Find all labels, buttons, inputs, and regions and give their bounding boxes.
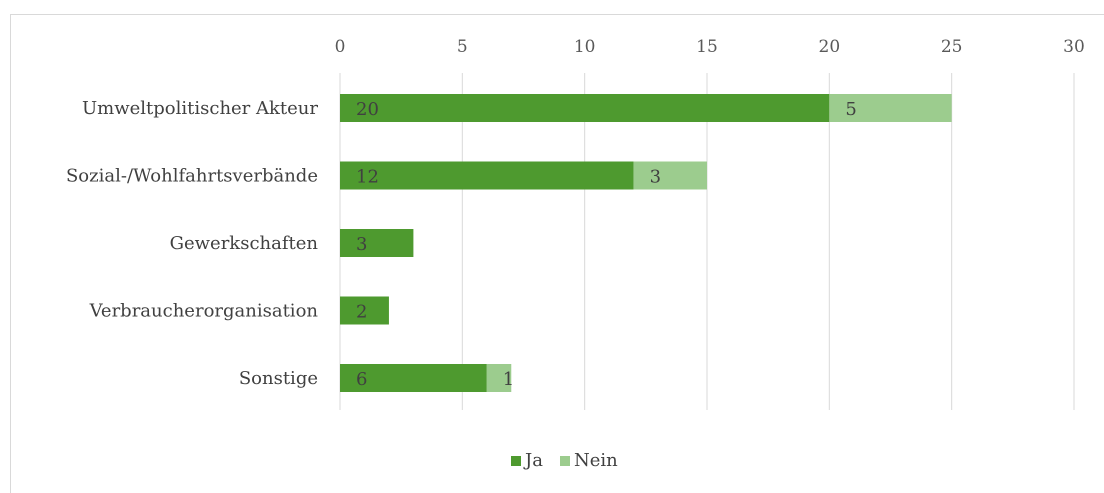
category-axis-labels: Umweltpolitischer Akteur Sozial-/Wohlfahr… — [66, 98, 318, 389]
data-label-nein: 5 — [845, 99, 856, 120]
x-axis-ticks: 0 5 10 15 20 25 30 — [335, 37, 1085, 57]
category-label: Verbraucherorganisation — [89, 301, 319, 322]
category-label: Gewerkschaften — [170, 233, 319, 254]
bar-nein-0 — [829, 94, 952, 122]
x-tick-label: 15 — [696, 37, 718, 57]
bar-nein-1 — [633, 161, 707, 190]
x-tick-label: 20 — [819, 37, 841, 57]
bar-ja-0 — [340, 94, 830, 122]
bars — [340, 94, 952, 392]
bar-nein-4 — [486, 364, 512, 392]
x-tick-label: 30 — [1063, 37, 1085, 57]
legend-label-ja: Ja — [523, 450, 543, 471]
data-label-ja: 12 — [356, 167, 379, 188]
category-label: Sonstige — [239, 368, 318, 389]
data-label-nein: 3 — [650, 167, 661, 188]
legend: Ja Nein — [511, 450, 618, 471]
category-label: Sozial-/Wohlfahrtsverbände — [66, 166, 318, 187]
x-tick-label: 10 — [574, 37, 596, 57]
legend-swatch-ja — [511, 456, 521, 466]
gridlines — [339, 73, 1075, 410]
data-label-ja: 3 — [356, 234, 367, 255]
bar-ja-3 — [340, 296, 389, 325]
data-label-ja: 6 — [356, 369, 367, 390]
x-tick-label: 0 — [335, 37, 346, 57]
bar-ja-2 — [340, 229, 414, 257]
legend-swatch-nein — [560, 456, 570, 466]
chart-area — [10, 14, 1104, 493]
x-tick-label: 5 — [457, 37, 468, 57]
bar-ja-4 — [340, 364, 487, 392]
data-label-ja: 20 — [356, 99, 379, 120]
category-label: Umweltpolitischer Akteur — [82, 98, 318, 119]
data-label-nein: 1 — [503, 369, 514, 390]
legend-label-nein: Nein — [574, 450, 618, 471]
data-labels: 20 5 12 3 3 2 6 1 — [356, 99, 857, 390]
bar-ja-1 — [340, 161, 634, 190]
x-tick-label: 25 — [941, 37, 963, 57]
data-label-ja: 2 — [356, 302, 367, 323]
